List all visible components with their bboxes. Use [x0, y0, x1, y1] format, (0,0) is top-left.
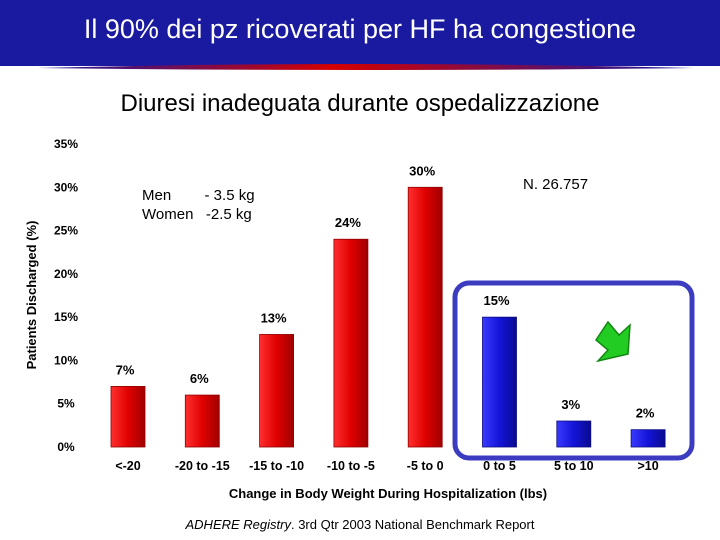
y-tick-label: 20% — [54, 267, 78, 281]
bar-value-label: 15% — [483, 293, 509, 308]
green-arrow-icon — [595, 320, 631, 363]
slide-subtitle: Diuresi inadeguata durante ospedalizzazi… — [120, 90, 600, 117]
bar-value-label: 24% — [335, 215, 361, 230]
y-tick-label: 0% — [57, 440, 75, 454]
bar-value-label: 6% — [190, 371, 209, 386]
x-category-label: -20 to -15 — [175, 459, 230, 473]
bar-value-label: 13% — [261, 310, 287, 325]
x-category-label: -10 to -5 — [327, 459, 375, 473]
source-citation: ADHERE Registry. 3rd Qtr 2003 National B… — [0, 517, 720, 532]
bar — [110, 385, 146, 448]
bar — [482, 316, 517, 448]
x-axis-label: Change in Body Weight During Hospitaliza… — [229, 486, 547, 501]
x-category-label: >10 — [637, 459, 658, 473]
bar — [333, 238, 369, 448]
y-axis-label: Patients Discharged (%) — [24, 221, 39, 370]
source-registry: ADHERE Registry — [185, 517, 291, 532]
weight-loss-note: Men - 3.5 kg Women -2.5 kg — [142, 187, 255, 223]
bar — [184, 394, 220, 448]
sample-size-note: N. 26.757 — [523, 176, 589, 193]
y-tick-label: 35% — [54, 137, 78, 151]
x-category-label: 0 to 5 — [483, 459, 516, 473]
x-category-label: 5 to 10 — [554, 459, 594, 473]
bar — [259, 334, 295, 448]
bar-value-label: 7% — [116, 362, 135, 377]
bar-value-label: 2% — [636, 406, 655, 421]
x-category-label: -15 to -10 — [249, 459, 304, 473]
slide-title: Il 90% dei pz ricoverati per HF ha conge… — [83, 14, 637, 44]
bar — [630, 429, 666, 448]
bar-value-label: 30% — [409, 163, 435, 178]
y-tick-label: 15% — [54, 310, 78, 324]
highlight-box — [452, 280, 695, 461]
y-tick-label: 10% — [54, 353, 78, 367]
bar — [407, 186, 443, 448]
y-tick-label: 5% — [57, 397, 75, 411]
x-category-label: -5 to 0 — [407, 459, 444, 473]
x-category-label: <-20 — [115, 459, 140, 473]
title-bar — [0, 0, 720, 66]
source-report: . 3rd Qtr 2003 National Benchmark Report — [290, 517, 535, 532]
bar-value-label: 3% — [561, 397, 580, 412]
title-underline — [38, 64, 694, 70]
y-tick-label: 25% — [54, 224, 78, 238]
y-tick-label: 30% — [54, 180, 78, 194]
bar — [556, 420, 592, 448]
